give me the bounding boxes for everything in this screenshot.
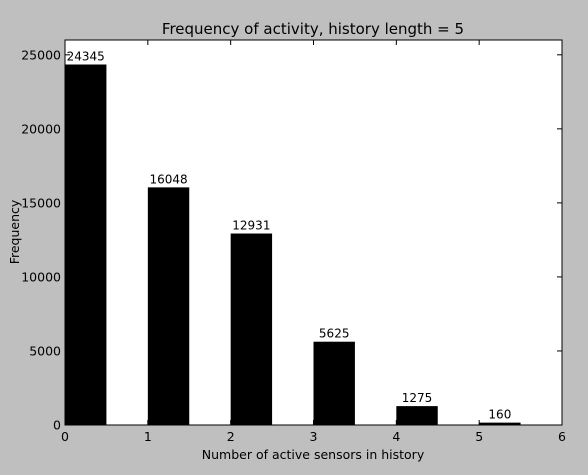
bar-0 bbox=[65, 64, 107, 426]
bar-4 bbox=[396, 406, 438, 425]
chart-title: Frequency of activity, history length = … bbox=[162, 20, 464, 38]
y-tick-label: 10000 bbox=[21, 269, 61, 284]
x-tick-label: 5 bbox=[475, 429, 483, 444]
y-tick-label: 20000 bbox=[21, 121, 61, 136]
x-tick-label: 1 bbox=[144, 429, 152, 444]
x-tick-label: 3 bbox=[310, 429, 318, 444]
x-tick-label: 0 bbox=[61, 429, 69, 444]
x-axis-label: Number of active sensors in history bbox=[202, 447, 425, 462]
bar-3 bbox=[313, 341, 355, 425]
bar-1 bbox=[147, 187, 190, 425]
plot-frame bbox=[64, 39, 563, 426]
x-tick-label: 6 bbox=[558, 429, 566, 444]
data-label-1: 16048 bbox=[149, 172, 187, 186]
y-axis-label: Frequency bbox=[7, 199, 22, 264]
data-label-3: 5625 bbox=[319, 327, 350, 341]
bar-5 bbox=[479, 422, 521, 425]
data-label-2: 12931 bbox=[232, 219, 270, 233]
x-tick-label: 4 bbox=[392, 429, 400, 444]
bar-2 bbox=[230, 233, 273, 425]
data-label-0: 24345 bbox=[67, 50, 105, 64]
data-label-4: 1275 bbox=[402, 391, 433, 405]
data-label-5: 160 bbox=[488, 408, 511, 422]
y-tick-label: 25000 bbox=[21, 47, 61, 62]
x-tick-label: 2 bbox=[227, 429, 235, 444]
y-tick-label: 15000 bbox=[21, 195, 61, 210]
y-tick-label: 0 bbox=[53, 418, 61, 433]
y-tick-label: 5000 bbox=[29, 343, 61, 358]
